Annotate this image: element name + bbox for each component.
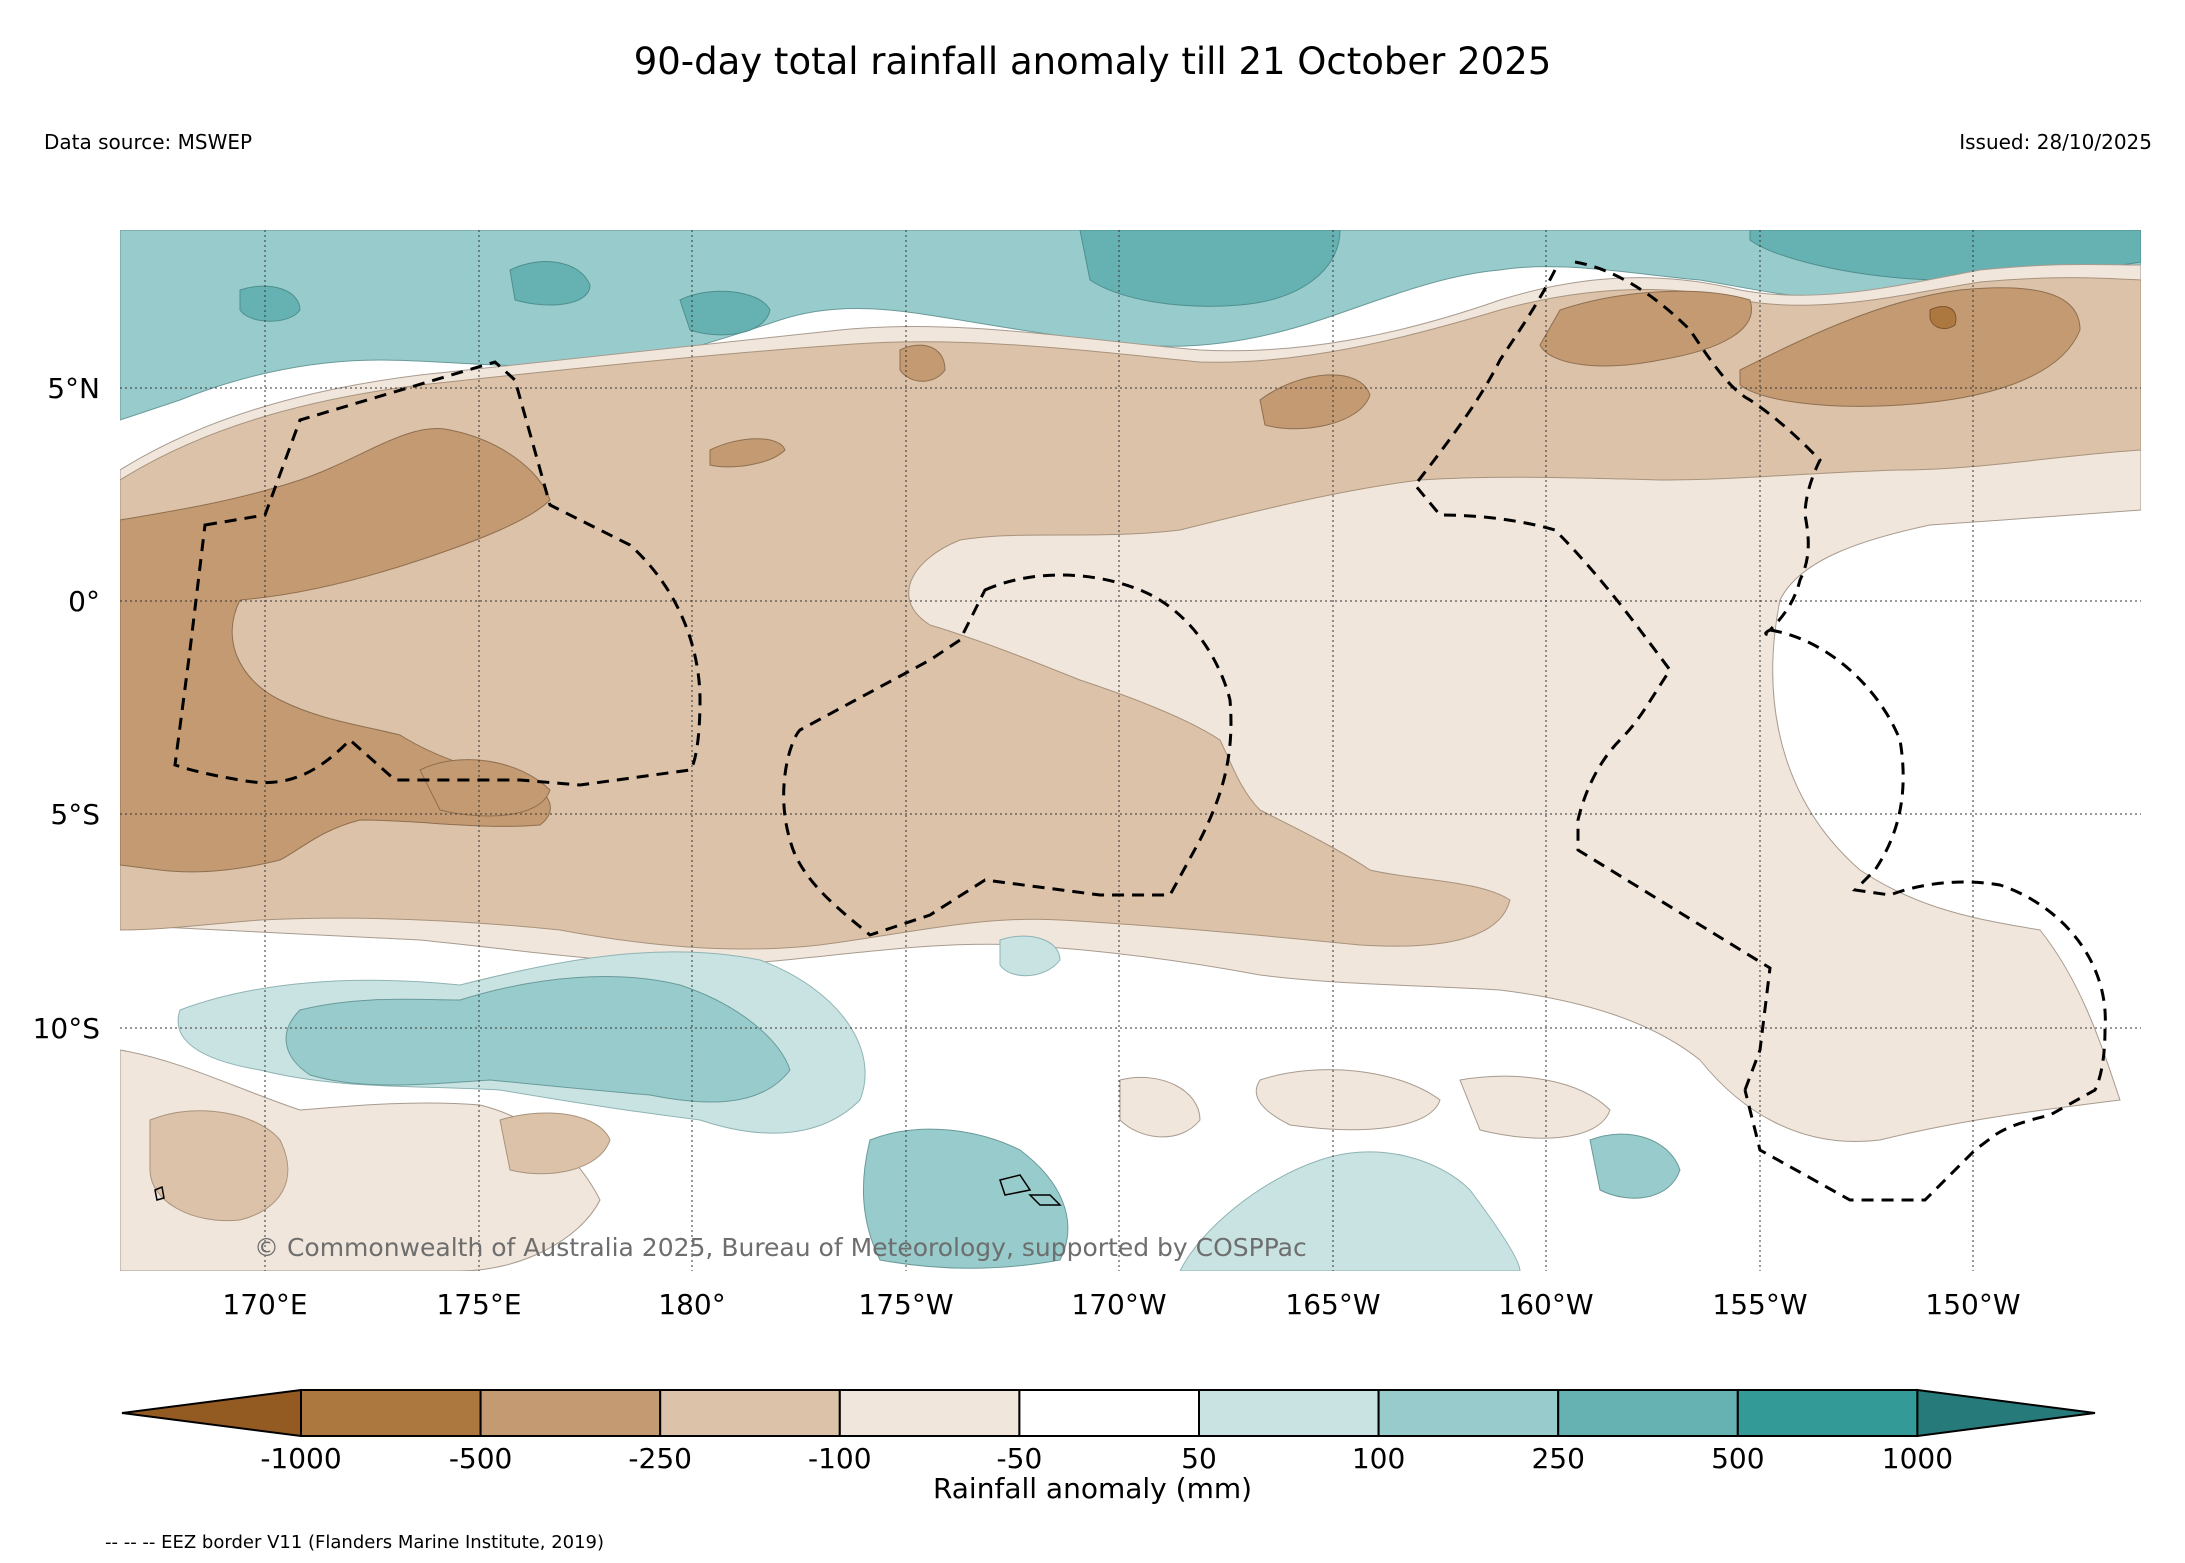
lon-label-175e: 175°E bbox=[436, 1288, 521, 1321]
dry-region-very-strong bbox=[1929, 306, 1957, 329]
colorbar-segment bbox=[479, 1389, 662, 1437]
map-title: 90-day total rainfall anomaly till 21 Oc… bbox=[633, 40, 1552, 83]
colorbar-segment bbox=[1018, 1389, 1201, 1437]
wet-region-south-4 bbox=[1179, 1151, 1521, 1271]
colorbar-tick-label: -100 bbox=[808, 1442, 872, 1475]
dry-region-strong-small-3 bbox=[419, 759, 551, 817]
eez-border-kiribati-gilbert bbox=[173, 360, 702, 787]
lon-label-180: 180° bbox=[658, 1288, 725, 1321]
colorbar: -1000 -500 -250 -100 -50 50 100 250 500 … bbox=[121, 1388, 2096, 1475]
lat-label-0: 0° bbox=[68, 585, 100, 618]
colorbar-extend-low bbox=[121, 1388, 302, 1438]
colorbar-tick-label: -1000 bbox=[260, 1442, 341, 1475]
dry-region-south-2 bbox=[149, 1110, 289, 1222]
eez-border-line-islands-north bbox=[1574, 260, 1822, 637]
dry-region-strong-central bbox=[1259, 374, 1371, 430]
colorbar-tick-label: -500 bbox=[449, 1442, 513, 1475]
lat-label-5s: 5°S bbox=[50, 798, 100, 831]
island-samoa-2 bbox=[1028, 1194, 1062, 1206]
colorbar-title: Rainfall anomaly (mm) bbox=[932, 1472, 1253, 1505]
colorbar-tick-label: 50 bbox=[1181, 1442, 1217, 1475]
island-outlines bbox=[154, 1174, 1062, 1206]
island-tuvalu bbox=[154, 1185, 165, 1201]
colorbar-tick-label: 100 bbox=[1352, 1442, 1405, 1475]
eez-borders bbox=[173, 260, 2107, 1202]
wet-region-south-6 bbox=[999, 935, 1061, 977]
lon-label-170w: 170°W bbox=[1071, 1288, 1166, 1321]
colorbar-extend-high bbox=[1916, 1388, 2096, 1438]
colorbar-tick-label: -50 bbox=[997, 1442, 1043, 1475]
dry-region-strong-north bbox=[1539, 290, 1752, 367]
lon-label-170e: 170°E bbox=[222, 1288, 307, 1321]
lon-label-160w: 160°W bbox=[1498, 1288, 1593, 1321]
dry-region-south-6 bbox=[1459, 1075, 1611, 1139]
colorbar-segment bbox=[1377, 1389, 1560, 1437]
copyright-text: © Commonwealth of Australia 2025, Bureau… bbox=[254, 1233, 1307, 1262]
lon-label-150w: 150°W bbox=[1925, 1288, 2020, 1321]
wet-region-south-3 bbox=[862, 1128, 1069, 1269]
colorbar-tick-label: -250 bbox=[628, 1442, 692, 1475]
colorbar-segment bbox=[300, 1389, 482, 1437]
wet-region-north-strong bbox=[1079, 230, 1341, 307]
lat-label-5n: 5°N bbox=[47, 372, 100, 405]
island-samoa-1 bbox=[999, 1174, 1032, 1196]
dry-region-south-3 bbox=[499, 1112, 611, 1175]
dry-region-moderate bbox=[120, 277, 2141, 950]
colorbar-tick-label: 500 bbox=[1711, 1442, 1764, 1475]
lon-label-175w: 175°W bbox=[858, 1288, 953, 1321]
wet-region-north-strong-3 bbox=[509, 261, 591, 306]
colorbar-segment bbox=[838, 1389, 1021, 1437]
eez-border-line-islands-south bbox=[1743, 628, 2107, 1202]
lon-label-165w: 165°W bbox=[1285, 1288, 1380, 1321]
colorbar-segment bbox=[659, 1389, 841, 1437]
colorbar-segment bbox=[1198, 1389, 1380, 1437]
colorbar-tick-label: 1000 bbox=[1882, 1442, 1953, 1475]
issued-date-label: Issued: 28/10/2025 bbox=[1959, 130, 2152, 154]
dry-region-strong-small bbox=[899, 344, 946, 382]
eez-border-tokelau bbox=[782, 573, 1233, 937]
wet-region-south-2 bbox=[285, 976, 791, 1103]
dry-region-strong-small-2 bbox=[709, 438, 786, 468]
colorbar-segment bbox=[1557, 1389, 1739, 1437]
wet-region-north-strong-4 bbox=[679, 290, 771, 336]
data-source-label: Data source: MSWEP bbox=[44, 130, 253, 154]
dry-region-strong-west bbox=[120, 428, 551, 873]
wet-region-south-5 bbox=[1589, 1133, 1681, 1199]
eez-legend-note: -- -- -- EEZ border V11 (Flanders Marine… bbox=[105, 1532, 605, 1553]
graticule bbox=[120, 230, 2141, 1271]
dry-region-strong-northeast bbox=[1739, 287, 2081, 407]
colorbar-segment bbox=[1736, 1389, 1919, 1437]
colorbar-tick-label: 250 bbox=[1531, 1442, 1584, 1475]
dry-region-south-4 bbox=[1119, 1076, 1201, 1138]
lon-label-155w: 155°W bbox=[1712, 1288, 1807, 1321]
wet-region-north-strong-5 bbox=[239, 285, 301, 322]
dry-region-south-5 bbox=[1255, 1069, 1441, 1131]
map-plot-area bbox=[120, 230, 2141, 1271]
eez-border-line-islands-central bbox=[1413, 269, 1772, 1091]
lat-label-10s: 10°S bbox=[33, 1012, 100, 1045]
